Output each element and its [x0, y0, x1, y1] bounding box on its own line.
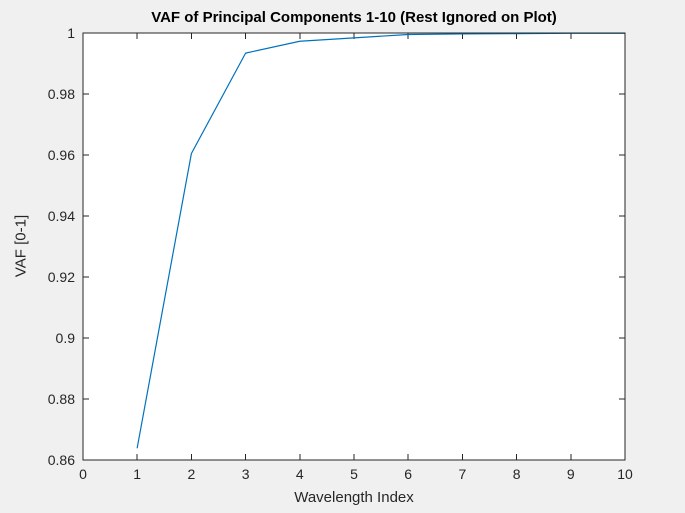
- y-axis-label: VAF [0-1]: [12, 214, 30, 278]
- x-tick-label: 10: [617, 466, 633, 482]
- x-tick-label: 1: [133, 466, 141, 482]
- x-tick-label: 4: [296, 466, 304, 482]
- y-tick-label: 0.94: [48, 208, 75, 224]
- y-tick-label: 0.96: [48, 147, 75, 163]
- y-tick-label: 0.92: [48, 269, 75, 285]
- x-tick-label: 9: [567, 466, 575, 482]
- axes-box: [82, 32, 626, 461]
- y-tick-label: 0.98: [48, 86, 75, 102]
- x-axis-label: Wavelength Index: [294, 489, 414, 506]
- y-tick-label: 0.86: [48, 452, 75, 468]
- chart-title: VAF of Principal Components 1-10 (Rest I…: [151, 9, 557, 26]
- x-tick-label: 7: [459, 466, 467, 482]
- x-tick-label: 8: [513, 466, 521, 482]
- x-tick-label: 2: [188, 466, 196, 482]
- y-tick-label: 1: [67, 25, 75, 41]
- y-tick-label: 0.88: [48, 391, 75, 407]
- plot-area: [83, 33, 625, 460]
- x-tick-label: 6: [404, 466, 412, 482]
- x-tick-label: 0: [79, 466, 87, 482]
- x-tick-label: 5: [350, 466, 358, 482]
- y-tick-label: 0.9: [56, 330, 76, 346]
- x-tick-label: 3: [242, 466, 250, 482]
